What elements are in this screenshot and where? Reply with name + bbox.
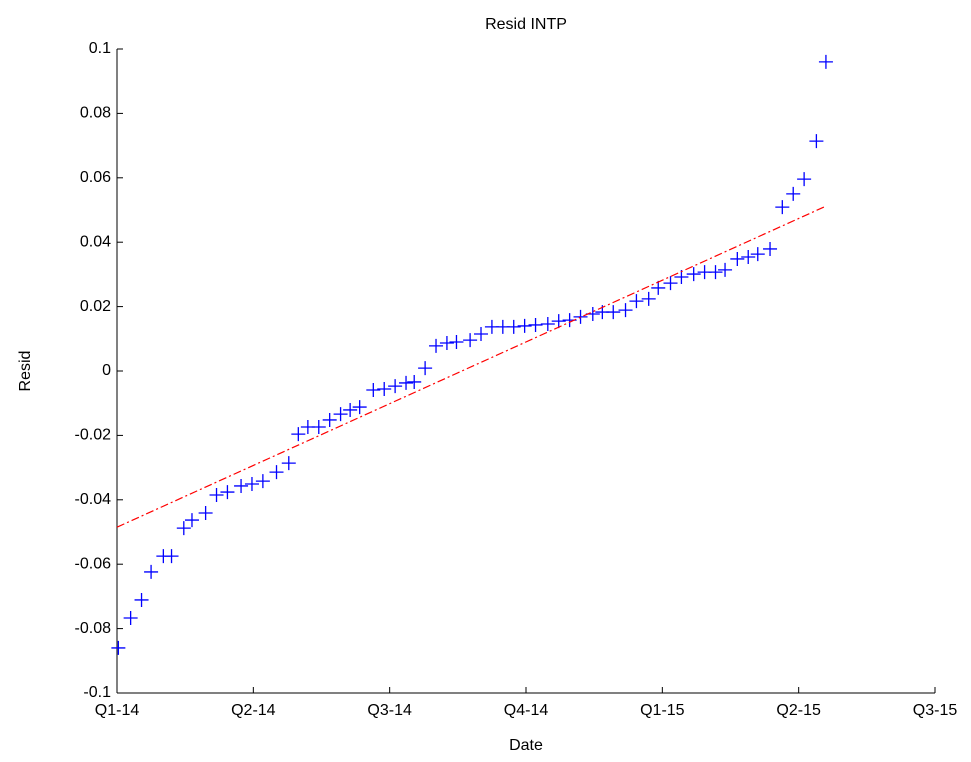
point [198,506,213,521]
point [407,374,422,389]
y-tick-label: 0.08 [80,105,111,122]
point [506,319,521,334]
y-tick-label: -0.04 [75,491,112,508]
y-tick-label: 0 [102,362,111,379]
point [343,402,358,417]
point [144,564,159,579]
point [651,280,666,295]
point [311,420,326,435]
point [718,262,733,277]
point [234,478,249,493]
point [449,335,464,350]
point [123,610,138,625]
point [786,186,801,201]
x-tick-label: Q3-15 [913,702,958,719]
point [111,640,126,655]
y-tick-label: -0.08 [75,620,112,637]
point [377,382,392,397]
point [551,314,566,329]
point [164,549,179,564]
point [269,465,284,480]
point [674,269,689,284]
y-axis-label: Resid [17,351,34,392]
point [399,375,414,390]
point [439,335,454,350]
y-tick-label: 0.06 [80,169,111,186]
point [366,382,381,397]
point [708,265,723,280]
point [686,267,701,282]
y-tick-label: 0.04 [80,233,111,250]
x-tick-label: Q2-14 [231,702,276,719]
point [606,305,621,320]
point [244,477,259,492]
point [618,303,633,318]
point [797,172,812,187]
point [134,592,149,607]
point [291,427,306,442]
point [763,241,778,256]
y-tick-label: -0.1 [83,684,111,701]
point [750,247,765,262]
y-tick-label: 0.1 [89,40,111,57]
point [388,379,403,394]
x-tick-label: Q1-15 [640,702,685,719]
y-tick-label: 0.02 [80,298,111,315]
chart-title: Resid INTP [485,16,567,33]
x-axis-label: Date [509,737,543,754]
point [255,474,270,489]
point [333,407,348,422]
point [176,521,191,536]
point [220,485,235,500]
point [809,134,824,149]
point [209,487,224,502]
point [352,400,367,415]
point [463,333,478,348]
point [741,250,756,265]
point [517,318,532,333]
point [818,54,833,69]
point [641,291,656,306]
x-tick-label: Q2-15 [776,702,821,719]
reference-line [116,205,827,528]
point [540,316,555,331]
y-tick-label: -0.06 [75,555,112,572]
y-tick-label: -0.02 [75,427,112,444]
point [418,361,433,376]
x-tick-label: Q4-14 [504,702,549,719]
x-tick-label: Q3-14 [367,702,412,719]
point [429,338,444,353]
point [629,294,644,309]
point [528,317,543,332]
point [775,200,790,215]
point [663,276,678,291]
point [322,412,337,427]
point [730,251,745,266]
point [474,326,489,341]
x-tick-label: Q1-14 [95,702,140,719]
point [184,513,199,528]
point [281,456,296,471]
